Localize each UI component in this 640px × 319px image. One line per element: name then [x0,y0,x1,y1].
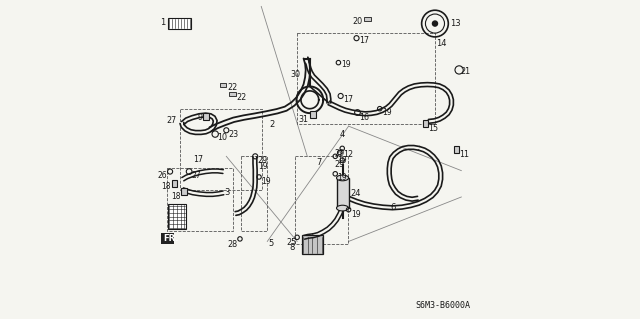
Bar [422,121,428,127]
Text: 3: 3 [225,188,230,197]
Text: 19: 19 [382,108,392,117]
Bar [168,18,191,29]
Bar [180,109,262,190]
Text: 26: 26 [158,171,168,180]
Bar [220,83,227,87]
Text: 11: 11 [459,150,469,159]
Text: 20: 20 [353,17,363,26]
Text: 12: 12 [343,150,353,159]
Bar [172,180,177,187]
Text: 19: 19 [337,156,347,165]
Bar [454,146,460,153]
Text: 30: 30 [291,70,300,79]
Text: S6M3-B6000A: S6M3-B6000A [415,301,470,310]
Text: 19: 19 [341,60,351,70]
Text: 19: 19 [261,177,271,186]
Bar [230,93,236,96]
Ellipse shape [337,205,349,211]
Text: 23: 23 [228,130,239,139]
Bar [241,156,268,231]
Text: 19: 19 [258,162,268,171]
Bar [301,235,323,254]
Text: 16: 16 [359,114,369,122]
Bar [337,178,349,208]
Text: 29: 29 [335,149,345,158]
Bar [310,111,316,118]
Text: 4: 4 [340,130,345,139]
Text: 9: 9 [197,114,202,122]
Text: 8: 8 [290,243,295,252]
Text: 19: 19 [351,210,361,219]
Text: 31: 31 [298,115,308,124]
Text: 21: 21 [460,67,470,76]
Text: 22: 22 [227,83,237,92]
Bar [168,204,186,229]
Bar [364,17,371,21]
Bar [204,113,209,120]
Bar [297,33,435,123]
Text: 17: 17 [193,155,203,164]
Text: 29: 29 [258,156,268,165]
Text: 27: 27 [191,171,201,180]
Text: 24: 24 [350,189,361,197]
Bar [294,156,348,244]
Text: 17: 17 [343,95,353,104]
Text: 1: 1 [161,18,166,27]
Text: 29: 29 [335,160,345,169]
Text: 14: 14 [436,40,447,48]
Text: 15: 15 [428,124,438,133]
Bar [167,168,233,231]
Text: 2: 2 [269,120,275,129]
Text: 27: 27 [166,116,177,125]
Text: 28: 28 [227,241,237,249]
Circle shape [433,21,438,26]
Text: 13: 13 [450,19,461,28]
Text: 22: 22 [236,93,246,102]
Bar [181,188,187,195]
Text: FR.: FR. [164,234,179,243]
Text: 6: 6 [390,203,396,212]
Text: 7: 7 [316,158,321,167]
Text: 19: 19 [337,173,347,182]
Text: 25: 25 [286,238,296,247]
Ellipse shape [337,175,349,181]
Text: 17: 17 [359,36,369,45]
Text: 18: 18 [171,192,180,201]
Text: 5: 5 [269,239,274,248]
Text: 10: 10 [217,133,227,143]
Text: 18: 18 [161,182,171,191]
Bar [161,233,174,244]
